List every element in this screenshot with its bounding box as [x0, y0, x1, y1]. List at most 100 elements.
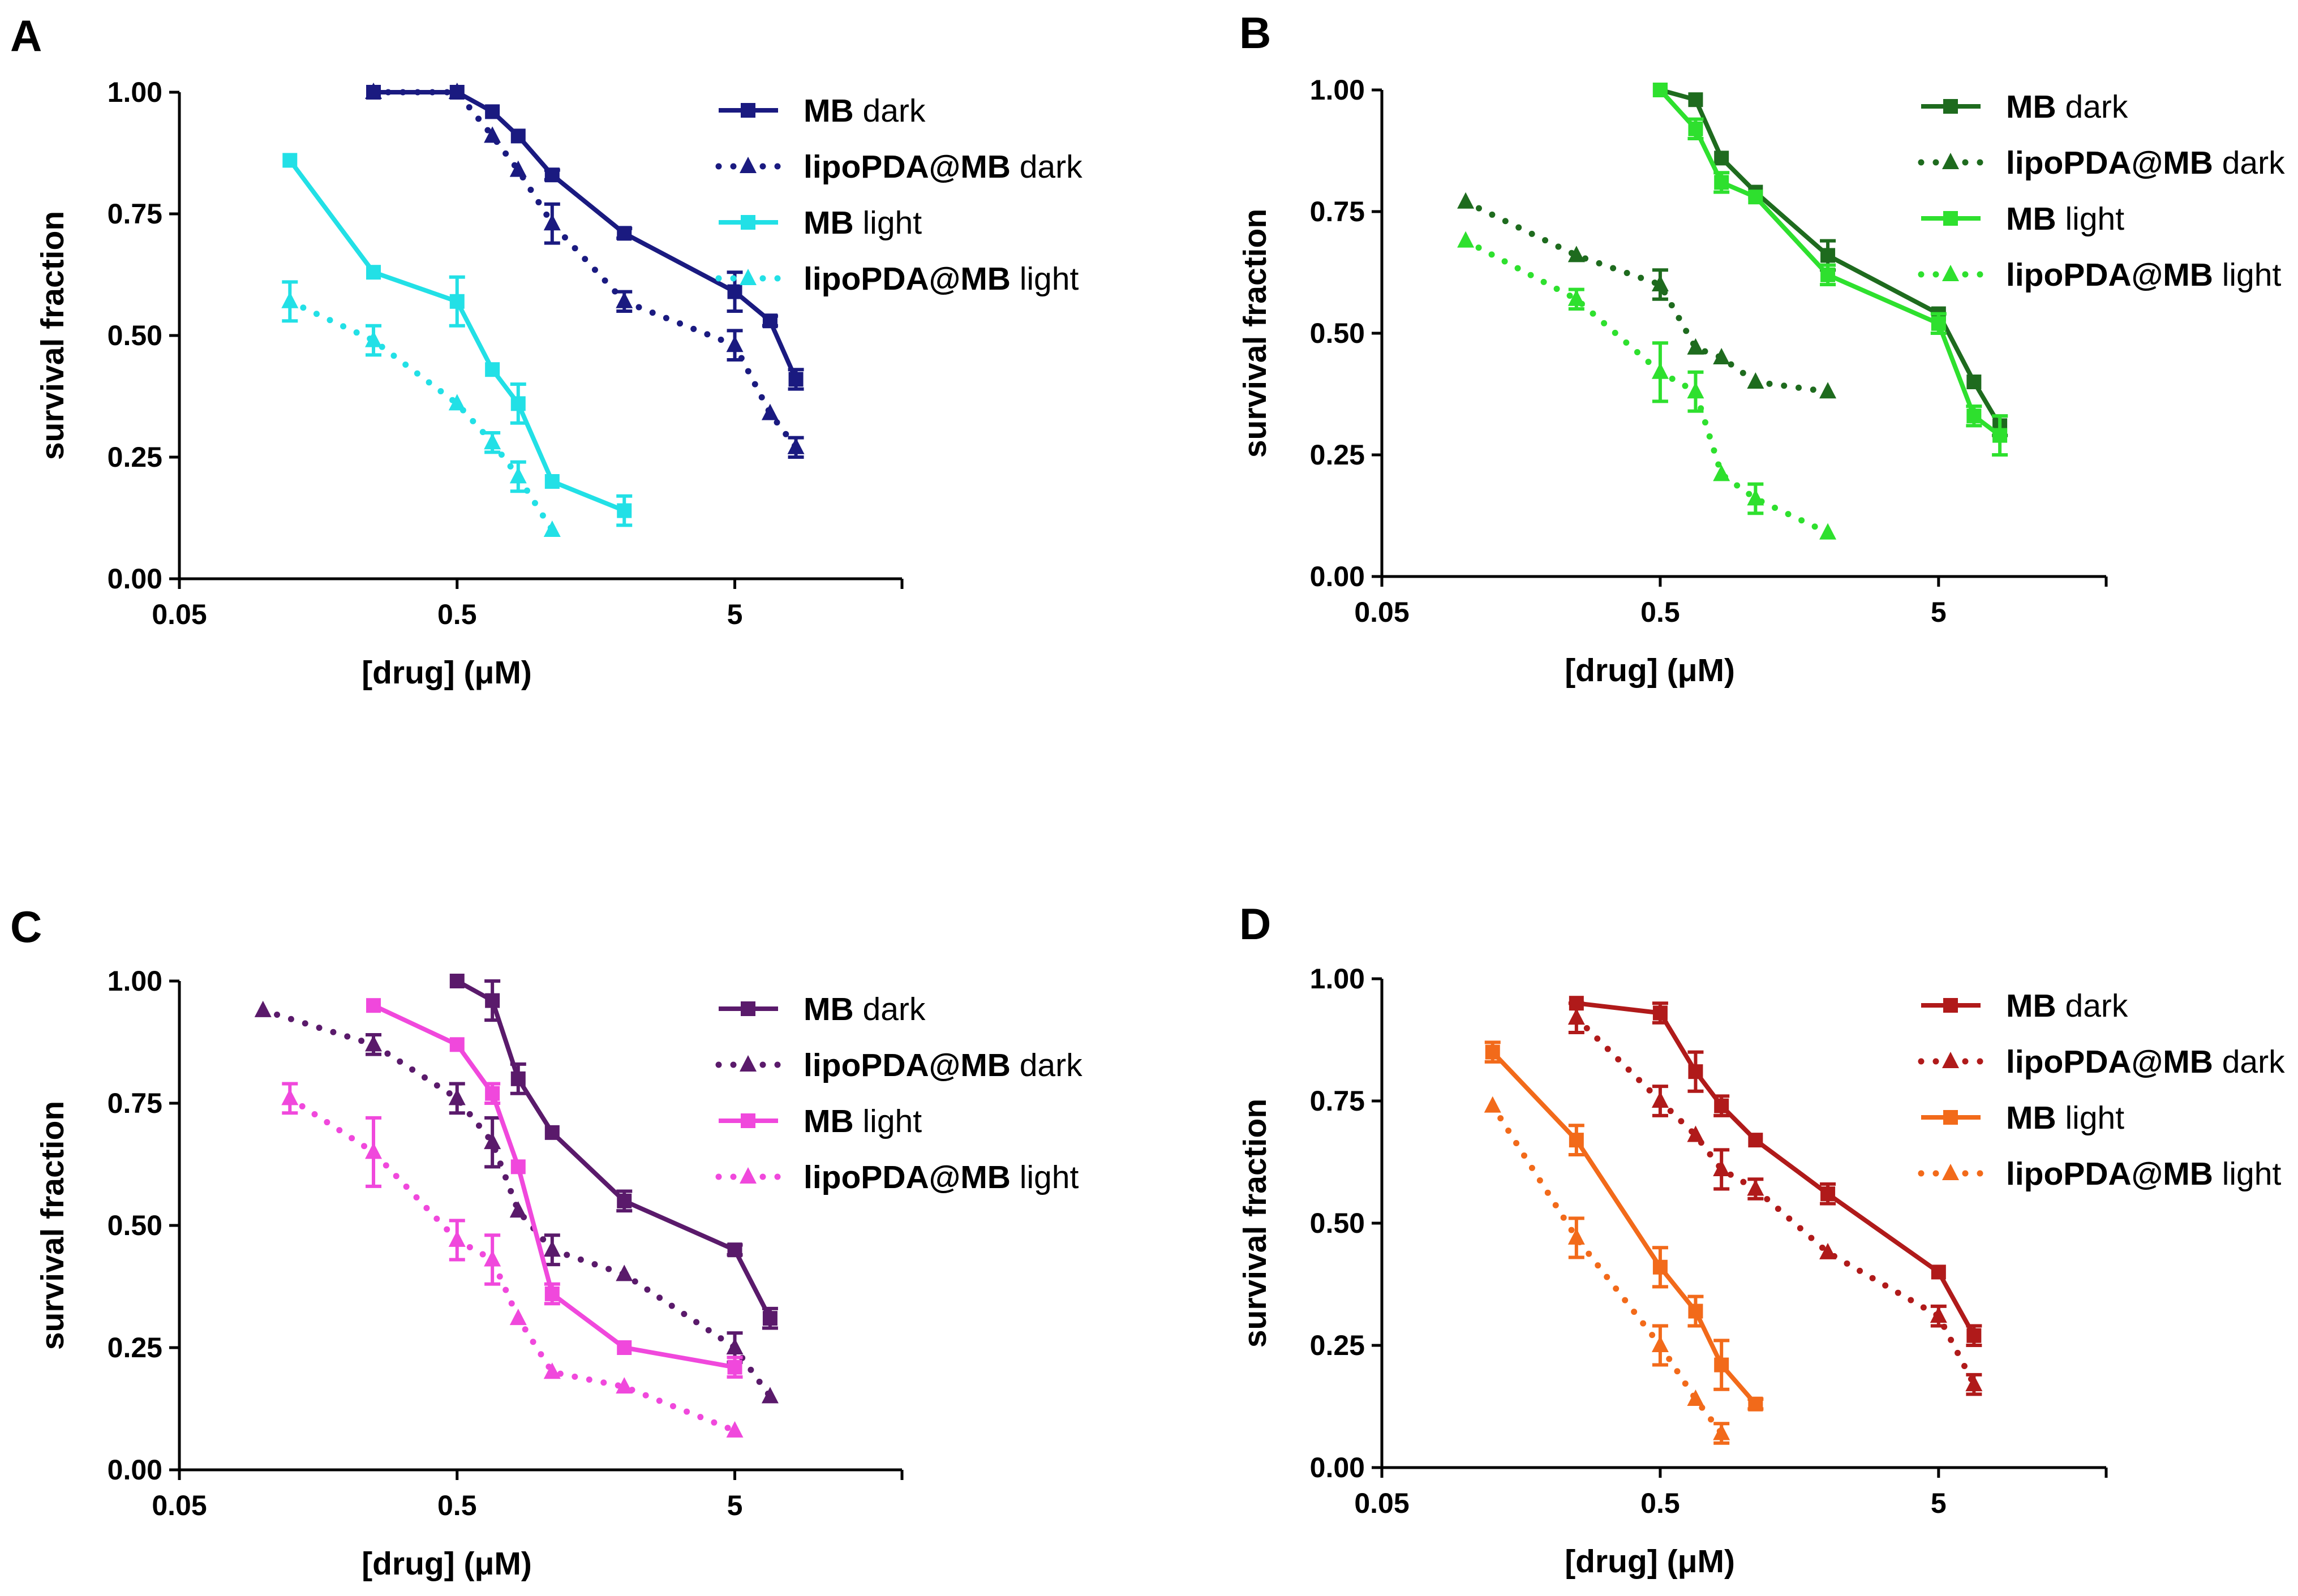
- data-point: [1713, 348, 1730, 364]
- data-point: [449, 974, 465, 988]
- y-tick-label: 0.25: [108, 1332, 162, 1363]
- data-point: [787, 437, 805, 454]
- data-point: [510, 128, 526, 144]
- data-point: [1931, 1264, 1946, 1280]
- data-point: [1747, 489, 1764, 506]
- y-tick-label: 0.50: [1310, 317, 1365, 349]
- x-tick-label: 0.5: [437, 599, 477, 630]
- data-point: [1687, 338, 1704, 355]
- data-point: [1688, 121, 1703, 136]
- data-point: [788, 372, 804, 387]
- legend-marker: [740, 157, 757, 173]
- panel-c: C 0.00 0.25 0.50 0.75 1.00 0.05 0.5 5 [drug] (μM)…: [10, 902, 1083, 1582]
- legend-marker: [1943, 998, 1958, 1013]
- legend-entry: MB light: [1921, 201, 2124, 237]
- legend-marker: [741, 1001, 755, 1016]
- data-point: [484, 433, 501, 450]
- data-point: [1713, 1423, 1730, 1440]
- series-3: [282, 153, 633, 527]
- data-point: [1567, 1228, 1585, 1245]
- data-point: [1651, 1091, 1669, 1108]
- y-tick-label: 1.00: [1310, 74, 1365, 106]
- panel-letter: B: [1239, 8, 1271, 58]
- legend-entry: MB light: [719, 205, 922, 241]
- data-point: [617, 1193, 632, 1208]
- series-line: [370, 89, 800, 451]
- data-point: [484, 126, 501, 143]
- data-point: [1485, 1044, 1500, 1060]
- data-point: [1819, 1242, 1837, 1259]
- x-tick-label: 0.05: [152, 599, 207, 630]
- legend-marker: [1943, 1110, 1958, 1125]
- series-4: [1484, 1096, 1730, 1445]
- data-point: [727, 1360, 742, 1375]
- legend-label: lipoPDA@MB dark: [2006, 145, 2285, 181]
- legend-label: lipoPDA@MB dark: [2006, 1044, 2285, 1080]
- series-line: [1462, 238, 1831, 536]
- data-point: [1652, 83, 1668, 97]
- legend-marker: [1943, 99, 1958, 114]
- series-4: [281, 1082, 744, 1438]
- legend-marker: [741, 103, 755, 118]
- legend-marker: [1942, 1052, 1959, 1068]
- data-point: [762, 313, 778, 329]
- x-axis-label: [drug] (μM): [1565, 652, 1735, 689]
- data-point: [365, 83, 383, 99]
- legend-label: lipoPDA@MB light: [804, 1159, 1079, 1195]
- data-point: [1966, 408, 1982, 424]
- data-point: [1747, 372, 1764, 389]
- data-point: [485, 362, 500, 377]
- data-point: [484, 1250, 501, 1267]
- data-point: [617, 503, 632, 518]
- legend-label: MB light: [804, 1103, 922, 1139]
- data-point: [1714, 1098, 1729, 1113]
- legend-label: MB light: [2006, 201, 2124, 237]
- y-tick-label: 0.75: [108, 1087, 162, 1119]
- legend-label: lipoPDA@MB light: [2006, 1156, 2281, 1192]
- legend-marker: [1943, 211, 1958, 226]
- legend-entry: lipoPDA@MB dark: [715, 149, 1083, 185]
- series-2: [254, 1000, 779, 1404]
- legend-label: MB light: [2006, 1100, 2124, 1136]
- data-point: [365, 1142, 383, 1159]
- series-line: [288, 159, 625, 513]
- y-axis-label: survival fraction: [35, 211, 71, 460]
- data-point: [544, 1125, 560, 1140]
- data-point: [1748, 190, 1763, 205]
- data-point: [1714, 1357, 1729, 1373]
- series-line: [1573, 1014, 1977, 1388]
- legend-entry: lipoPDA@MB light: [715, 1159, 1079, 1195]
- data-point: [1688, 1064, 1703, 1079]
- panel-letter: A: [10, 11, 42, 61]
- data-point: [509, 160, 527, 177]
- data-point: [1651, 1336, 1669, 1352]
- data-point: [1484, 1096, 1501, 1113]
- series-2: [1457, 192, 1837, 399]
- data-point: [1965, 1375, 1983, 1392]
- data-point: [1687, 1389, 1704, 1406]
- data-point: [1457, 231, 1475, 248]
- x-tick-label: 0.05: [152, 1490, 207, 1521]
- y-tick-label: 0.00: [108, 1454, 162, 1486]
- data-point: [1688, 1304, 1703, 1319]
- legend-marker: [741, 215, 755, 230]
- data-point: [543, 1362, 561, 1379]
- legend-label: lipoPDA@MB dark: [804, 149, 1083, 185]
- legend-label: MB dark: [2006, 89, 2128, 125]
- data-point: [1567, 289, 1585, 306]
- data-point: [448, 1230, 466, 1247]
- legend-entry: lipoPDA@MB light: [1918, 1156, 2281, 1192]
- series-4: [1457, 231, 1837, 540]
- y-axis-label: survival fraction: [35, 1101, 71, 1350]
- panel-letter: C: [10, 902, 42, 952]
- data-point: [281, 1089, 299, 1105]
- data-point: [727, 284, 742, 299]
- data-point: [726, 1421, 744, 1438]
- data-point: [1714, 175, 1729, 190]
- data-point: [1687, 382, 1704, 399]
- data-point: [1714, 150, 1729, 166]
- data-point: [509, 467, 527, 484]
- y-tick-label: 0.25: [1310, 439, 1365, 471]
- data-point: [449, 1037, 465, 1052]
